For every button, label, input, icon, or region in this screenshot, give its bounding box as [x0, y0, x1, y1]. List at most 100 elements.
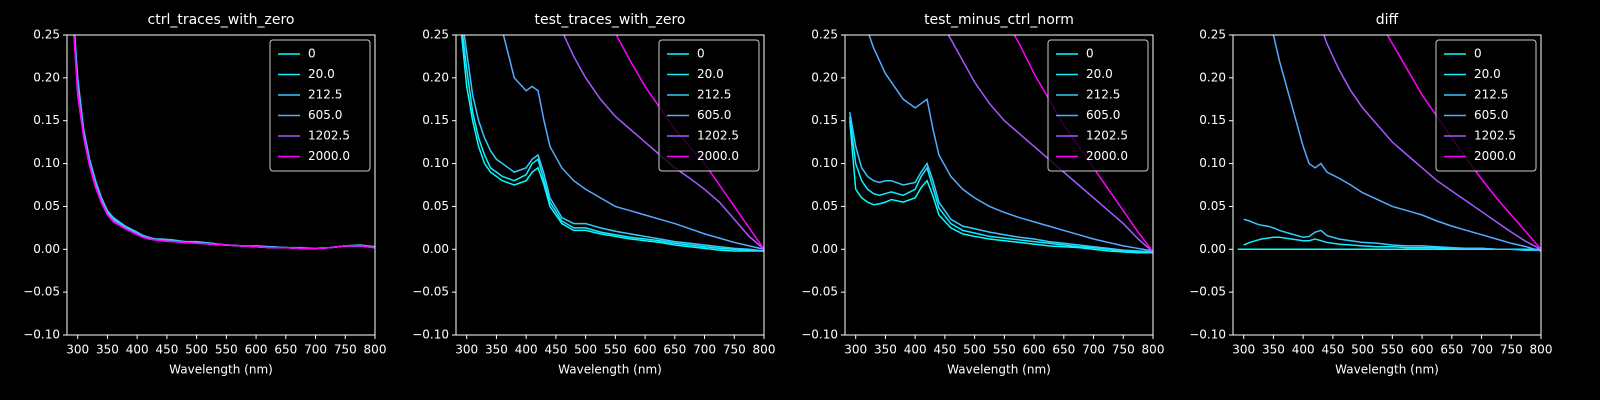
x-tick-label: 300: [844, 343, 867, 357]
series-line: [849, 120, 1153, 254]
x-tick-label: 550: [215, 343, 238, 357]
legend-label: 1202.5: [697, 129, 739, 143]
y-tick-label: −0.10: [1189, 328, 1226, 342]
x-tick-label: 800: [364, 343, 387, 357]
legend-label: 605.0: [1086, 108, 1120, 122]
legend-label: 605.0: [308, 108, 342, 122]
legend-label: 605.0: [1474, 108, 1508, 122]
series-line: [460, 35, 764, 252]
x-tick-label: 350: [1262, 343, 1285, 357]
axes-frame: [1232, 34, 1542, 336]
subplot: ctrl_traces_with_zero Wavelength (nm) 300 3…: [23, 12, 387, 377]
x-axis-label: Wavelength (nm): [1335, 363, 1439, 377]
y-tick-label: 0.10: [1199, 156, 1226, 170]
y-tick-label: 0.05: [811, 199, 838, 213]
legend: 0 20.0 212.5 605.0 1202.5 2000.0: [1435, 39, 1537, 172]
y-tick-label: 0.10: [811, 156, 838, 170]
y-tick-label: −0.10: [801, 328, 838, 342]
y-tick-label: 0.00: [811, 242, 838, 256]
x-tick-label: 700: [1470, 343, 1493, 357]
y-tick-label: 0.05: [422, 199, 449, 213]
series-line: [868, 35, 1153, 252]
x-tick-label: 750: [334, 343, 357, 357]
subplot: test_minus_ctrl_norm Wavelength (nm) 300 35…: [801, 12, 1164, 377]
y-tick-label: 0.25: [422, 28, 449, 42]
x-axis-label: Wavelength (nm): [947, 363, 1051, 377]
y-tick-label: 0.25: [811, 28, 838, 42]
series-line: [1243, 218, 1541, 251]
series-line: [502, 35, 764, 251]
legend-label: 20.0: [1474, 67, 1501, 81]
legend-label: 2000.0: [1474, 149, 1516, 163]
y-tick-label: 0.10: [33, 156, 60, 170]
y-tick-label: 0.00: [33, 242, 60, 256]
series-line: [463, 35, 764, 252]
series-line: [849, 116, 1153, 254]
x-tick-label: 550: [1381, 343, 1404, 357]
x-axis-label: Wavelength (nm): [169, 363, 273, 377]
x-tick-label: 750: [1500, 343, 1523, 357]
legend-label: 1202.5: [308, 129, 350, 143]
x-tick-label: 400: [126, 343, 149, 357]
series-line: [1323, 35, 1541, 250]
x-tick-label: 650: [663, 343, 686, 357]
series-line: [73, 35, 375, 250]
legend-label: 0: [308, 47, 316, 61]
axes-frame: [455, 34, 765, 336]
legend-label: 20.0: [308, 67, 335, 81]
series-line: [562, 35, 764, 250]
subplot: diff Wavelength (nm) 300 350 400 450 500 550 600…: [1189, 12, 1552, 377]
legend-label: 212.5: [308, 88, 342, 102]
x-tick-label: 600: [1411, 343, 1434, 357]
x-tick-label: 300: [1232, 343, 1255, 357]
legend-label: 212.5: [697, 88, 731, 102]
y-tick-label: 0.15: [422, 113, 449, 127]
legend-label: 20.0: [697, 67, 724, 81]
y-tick-label: −0.05: [23, 285, 60, 299]
legend-label: 0: [697, 47, 705, 61]
x-tick-label: 300: [455, 343, 478, 357]
x-tick-label: 450: [1321, 343, 1344, 357]
legend-label: 605.0: [697, 108, 731, 122]
x-tick-label: 500: [1351, 343, 1374, 357]
legend-box: [269, 39, 371, 172]
y-tick-label: −0.10: [412, 328, 449, 342]
series-line: [461, 35, 764, 252]
subplot-title: diff: [1376, 12, 1399, 28]
x-tick-label: 700: [1082, 343, 1105, 357]
legend-label: 212.5: [1474, 88, 1508, 102]
y-tick-label: 0.05: [1199, 199, 1226, 213]
legend-label: 2000.0: [697, 149, 739, 163]
legend-box: [658, 39, 760, 172]
y-tick-label: 0.25: [33, 28, 60, 42]
x-tick-label: 700: [304, 343, 327, 357]
x-tick-label: 750: [723, 343, 746, 357]
legend-label: 0: [1086, 47, 1094, 61]
y-tick-label: 0.25: [1199, 28, 1226, 42]
x-tick-label: 600: [634, 343, 657, 357]
legend-label: 2000.0: [1086, 149, 1128, 163]
series-line: [849, 112, 1153, 253]
x-tick-label: 650: [1052, 343, 1075, 357]
y-tick-label: −0.10: [23, 328, 60, 342]
legend-label: 1202.5: [1474, 129, 1516, 143]
x-tick-label: 500: [574, 343, 597, 357]
y-tick-label: 0.05: [33, 199, 60, 213]
legend-label: 0: [1474, 47, 1482, 61]
legend-box: [1047, 39, 1149, 172]
subplot-title: test_traces_with_zero: [535, 12, 686, 28]
legend: 0 20.0 212.5 605.0 1202.5 2000.0: [269, 39, 371, 172]
plot-area: [73, 35, 375, 250]
legend-label: 1202.5: [1086, 129, 1128, 143]
y-tick-label: 0.15: [1199, 113, 1226, 127]
y-tick-label: 0.20: [422, 70, 449, 84]
x-tick-label: 400: [515, 343, 538, 357]
x-tick-label: 450: [155, 343, 178, 357]
legend-box: [1435, 39, 1537, 172]
y-tick-label: −0.05: [801, 285, 838, 299]
x-tick-label: 400: [1292, 343, 1315, 357]
y-tick-label: 0.10: [422, 156, 449, 170]
y-tick-label: −0.05: [412, 285, 449, 299]
y-tick-label: 0.20: [33, 70, 60, 84]
subplot-title: test_minus_ctrl_norm: [924, 12, 1074, 28]
